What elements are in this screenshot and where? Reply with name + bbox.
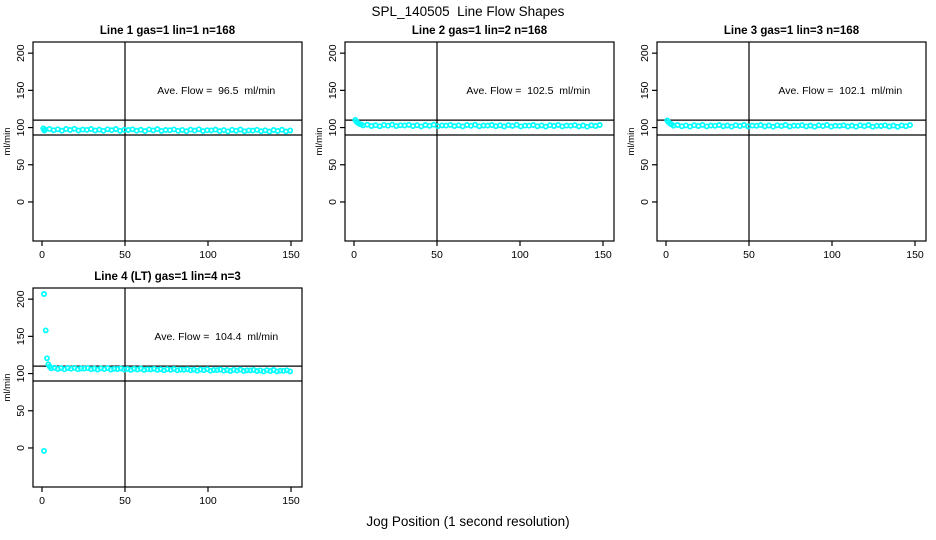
figure-title: SPL_140505 Line Flow Shapes	[371, 4, 565, 19]
y-tick-label: 150	[15, 327, 27, 345]
data-points	[664, 117, 913, 130]
data-point	[44, 355, 50, 362]
data-point	[210, 366, 217, 373]
plot-box	[32, 287, 303, 488]
y-tick-label: 200	[15, 44, 27, 62]
y-tick-label: 200	[639, 44, 651, 62]
y-tick-label: 200	[15, 290, 27, 308]
y-tick-label: 100	[15, 365, 27, 383]
plot-box	[32, 41, 303, 242]
ave-flow-annotation: Ave. Flow = 102.5 ml/min	[466, 85, 590, 97]
x-tick-label: 150	[282, 495, 300, 507]
subplot-line-2: 0 50 100 150 0 50 100 150 200 ml/min Line 2 gas=1 …	[314, 25, 615, 261]
y-tick-label: 50	[639, 159, 651, 171]
data-point	[111, 365, 118, 372]
subplot-title: Line 4 (LT) gas=1 lin=4 n=3	[94, 271, 240, 283]
x-tick-label: 100	[199, 249, 217, 261]
subplot-line-1: 0 50 100 150 0 50 100 150 200 ml/min Line 1 gas=1 …	[2, 25, 303, 261]
x-tick-label: 100	[511, 249, 529, 261]
subplot-title: Line 2 gas=1 lin=2 n=168	[412, 25, 548, 37]
x-tick-label: 0	[351, 249, 357, 261]
data-points	[352, 116, 603, 130]
subplot-title: Line 1 gas=1 lin=1 n=168	[100, 25, 236, 37]
y-tick-label: 50	[15, 405, 27, 417]
y-tick-label: 0	[15, 445, 27, 451]
x-tick-label: 0	[39, 249, 45, 261]
y-tick-label: 150	[639, 81, 651, 99]
y-tick-label: 0	[15, 199, 27, 205]
data-point	[78, 365, 84, 372]
y-axis-unit-label: ml/min	[2, 374, 13, 402]
y-tick-label: 200	[327, 44, 339, 62]
y-tick-label: 100	[327, 119, 339, 137]
data-point	[41, 447, 47, 454]
x-tick-label: 100	[199, 495, 217, 507]
data-point	[177, 366, 184, 373]
y-tick-label: 50	[327, 159, 339, 171]
y-tick-label: 150	[15, 81, 27, 99]
x-tick-label: 150	[282, 249, 300, 261]
x-tick-label: 0	[39, 495, 45, 507]
ave-flow-annotation: Ave. Flow = 104.4 ml/min	[154, 331, 278, 343]
plot-box	[344, 41, 615, 242]
x-tick-label: 100	[823, 249, 841, 261]
ave-flow-annotation: Ave. Flow = 102.1 ml/min	[778, 85, 902, 97]
y-tick-label: 0	[639, 199, 651, 205]
data-point	[144, 366, 151, 373]
y-tick-label: 100	[639, 119, 651, 137]
data-points	[41, 291, 294, 454]
y-axis-unit-label: ml/min	[2, 128, 13, 156]
x-tick-label: 0	[663, 249, 669, 261]
y-axis-unit-label: ml/min	[314, 128, 325, 156]
data-point	[42, 327, 49, 334]
x-tick-label: 50	[119, 495, 131, 507]
x-tick-label: 50	[743, 249, 755, 261]
data-point	[277, 367, 284, 374]
x-tick-label: 50	[119, 249, 131, 261]
data-point	[596, 122, 603, 128]
y-tick-label: 0	[327, 199, 339, 205]
y-tick-label: 50	[15, 159, 27, 171]
x-tick-label: 50	[431, 249, 443, 261]
data-point	[287, 127, 294, 134]
y-tick-label: 100	[15, 119, 27, 137]
data-point	[287, 368, 294, 375]
ave-flow-annotation: Ave. Flow = 96.5 ml/min	[157, 85, 275, 97]
data-point	[244, 367, 250, 374]
data-point	[907, 122, 913, 129]
y-axis-unit-label: ml/min	[626, 128, 637, 156]
plot-box	[656, 41, 927, 242]
subplot-line-4: 0 50 100 150 0 50 100 150 200 ml/min Line 4 (LT) g…	[2, 271, 303, 507]
y-tick-label: 150	[327, 81, 339, 99]
x-tick-label: 150	[906, 249, 924, 261]
subplot-title: Line 3 gas=1 lin=3 n=168	[724, 25, 860, 37]
subplot-line-3: 0 50 100 150 0 50 100 150 200 ml/min Line 3 gas=1 …	[626, 25, 927, 261]
x-axis-title: Jog Position (1 second resolution)	[366, 514, 570, 529]
x-tick-label: 150	[594, 249, 612, 261]
data-point	[41, 291, 47, 297]
data-points	[40, 125, 294, 135]
